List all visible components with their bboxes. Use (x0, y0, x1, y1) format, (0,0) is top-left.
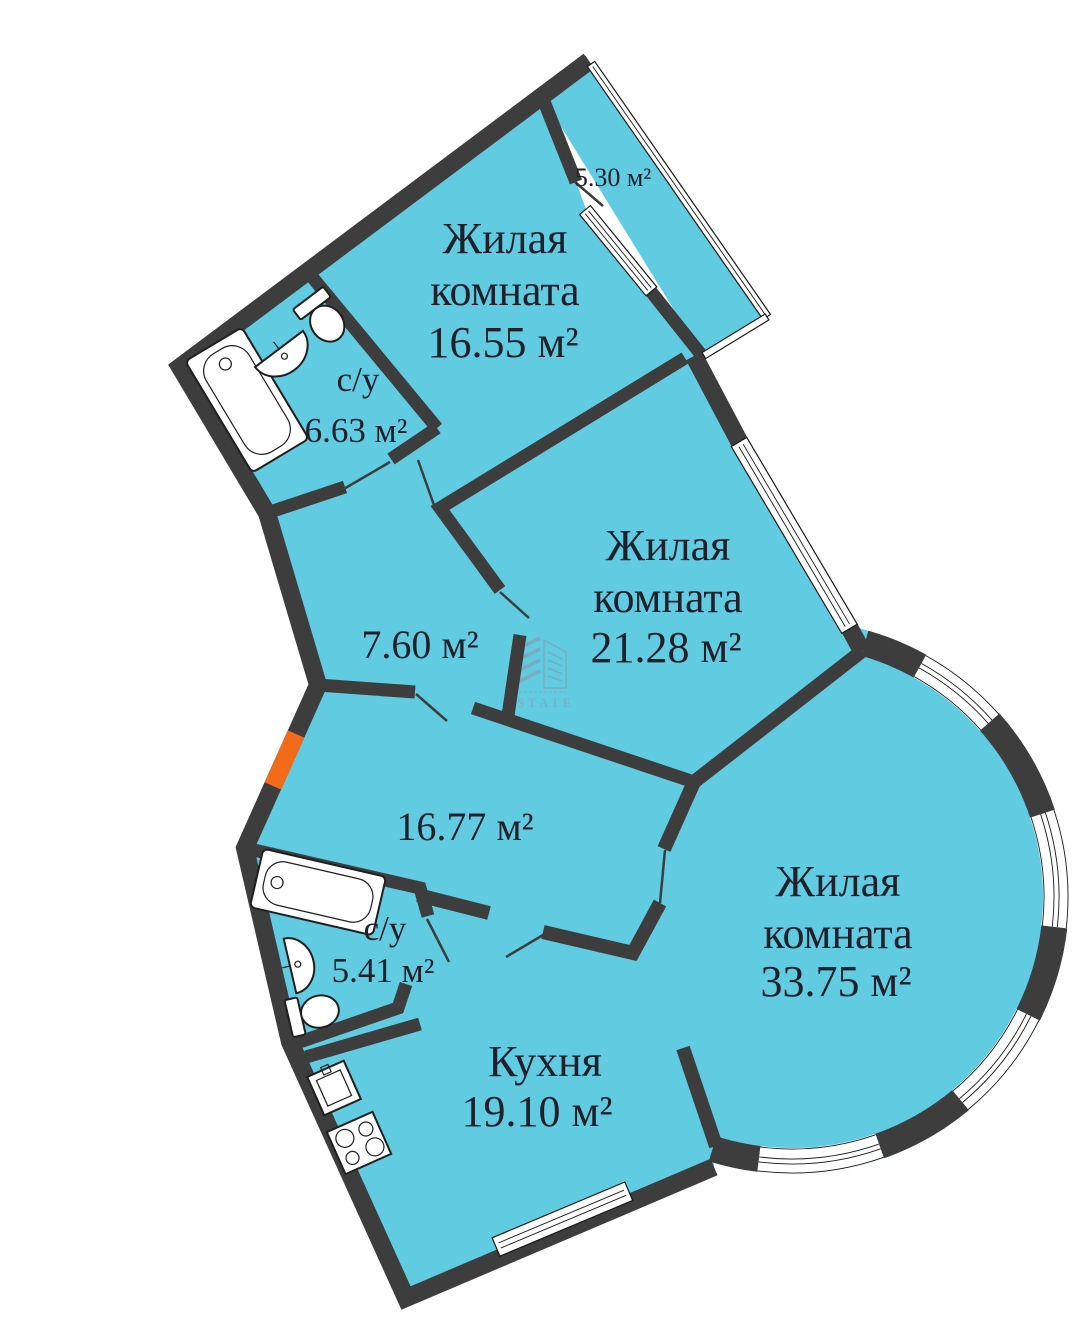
room-label-living-1-line-1: Жилая (443, 214, 568, 263)
room-label-balcony-area: 5.30 м² (575, 163, 651, 192)
room-label-kitchen-area: 19.10 м² (461, 1087, 612, 1136)
balcony-end-wall (701, 313, 770, 360)
room-label-living-2-line-2: комната (593, 573, 742, 622)
room-label-bathroom-bottom: с/у (364, 909, 407, 948)
round-room-windows (757, 654, 1069, 1174)
door-swings (341, 181, 667, 963)
living-room-3-door-swing (658, 849, 667, 904)
living-room-2-door-swing (499, 591, 530, 619)
kitchen-round-wall (676, 1045, 723, 1149)
bathroom-bottom-door-swing (425, 918, 451, 963)
room-label-corridor-area: 16.77 м² (396, 804, 533, 849)
watermark-building-icon (511, 636, 541, 687)
bathtub-icon (186, 328, 308, 472)
room-label-kitchen: Кухня (488, 1037, 602, 1086)
stove-icon (325, 1110, 393, 1176)
sink-icon (282, 937, 316, 995)
entrance-door-marker (264, 730, 305, 790)
watermark-tower-windows (547, 651, 563, 682)
kitchen-door-swing (505, 933, 544, 959)
room-label-living-2-area: 21.28 м² (590, 623, 741, 672)
hallway-door-swing (415, 693, 448, 722)
balcony-walls (533, 55, 709, 362)
watermark-tower-icon (543, 638, 567, 689)
outer-wall-right (686, 351, 870, 656)
kitchen-sink-icon (305, 1059, 363, 1117)
balcony-floor (541, 61, 767, 357)
round-room-floor (515, 620, 1069, 1174)
toilet-icon (283, 994, 340, 1038)
room-label-living-3-line-2: комната (763, 909, 912, 958)
kitchen-window (491, 1181, 634, 1258)
room-label-hallway-area: 7.60 м² (361, 622, 478, 667)
living-room-1-door-swing (416, 459, 437, 509)
room-label-living-3-line-1: Жилая (776, 857, 901, 906)
room-label-bathroom-bottom-area: 5.41 м² (332, 951, 435, 990)
balcony-door-swing (574, 181, 604, 207)
watermark-logo: ESTATE (505, 636, 575, 710)
room-label-living-3-area: 33.75 м² (760, 957, 911, 1006)
room-label-living-2-line-1: Жилая (606, 521, 731, 570)
sink-icon (253, 329, 309, 378)
bathtub-icon (249, 848, 387, 936)
bathroom-top-door-swing (341, 460, 391, 492)
room-label-living-1-area: 16.55 м² (427, 318, 578, 367)
balcony-inner-window (578, 204, 658, 297)
round-room-walls (416, 645, 867, 962)
room-label-bathroom-top: с/у (337, 360, 380, 399)
room-label-living-1-line-2: комната (430, 266, 579, 315)
toilet-icon (292, 286, 346, 343)
hallway-walls (430, 352, 689, 723)
living-room-2-window (730, 436, 859, 635)
room-label-bathroom-top-area: 6.63 м² (305, 411, 408, 450)
corridor-top-walls (317, 678, 697, 789)
watermark-text: ESTATE (505, 695, 575, 710)
round-room-curved-wall (708, 630, 1068, 1172)
